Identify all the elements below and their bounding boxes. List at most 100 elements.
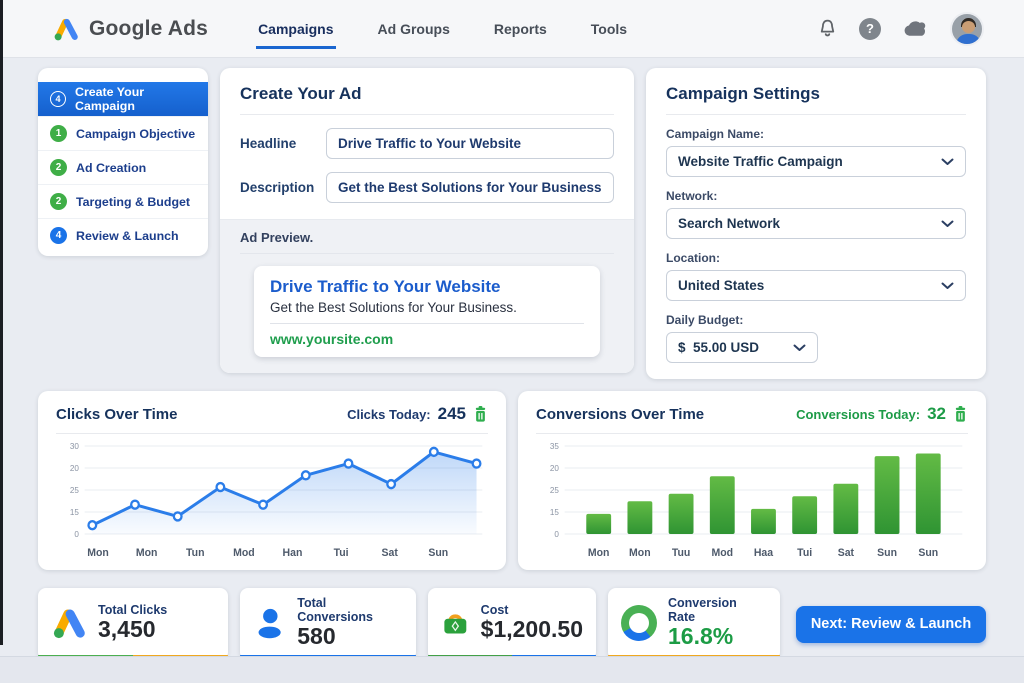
chevron-down-icon [941,158,954,165]
svg-text:20: 20 [550,463,559,473]
network-select[interactable]: Search Network [666,208,966,239]
conversions-today-value: 32 [927,404,946,423]
conversions-over-time-card: Conversions Over Time Conversions Today:… [518,391,986,570]
campaign-name-label: Campaign Name: [666,127,765,141]
trash-icon[interactable] [953,406,968,422]
svg-text:Sun: Sun [428,547,448,559]
notification-bell-icon[interactable] [817,18,838,39]
preview-description: Get the Best Solutions for Your Business… [270,300,584,324]
google-ads-logo: Google Ads [52,16,208,42]
svg-text:Mod: Mod [233,547,255,559]
create-your-ad-panel: Create Your Ad Headline Description Ad P… [220,68,634,373]
clicks-today-label: Clicks Today: [347,406,431,422]
svg-text:35: 35 [550,441,559,451]
stat-value: 16.8% [668,622,734,649]
svg-text:Tuu: Tuu [672,547,690,559]
svg-text:Mon: Mon [87,547,109,559]
sidebar-item-ad-creation[interactable]: 2 Ad Creation [38,150,208,184]
conversion-rate-card: Conversion Rate 16.8% [608,588,780,660]
trash-icon[interactable] [473,406,488,422]
cloud-icon[interactable] [902,19,929,38]
google-ads-logo-icon [53,609,85,638]
network-label: Network: [666,189,718,203]
nav-reports[interactable]: Reports [493,20,547,37]
chevron-down-icon [941,220,954,227]
sidebar-item-label: Ad Creation [76,160,147,175]
conversions-today-label: Conversions Today: [796,406,921,422]
location-select[interactable]: United States [666,270,966,301]
avatar-shirt [956,33,981,44]
svg-text:Han: Han [283,547,303,559]
network-value: Search Network [678,216,781,231]
svg-text:Sun: Sun [918,547,938,559]
sidebar-item-label: Campaign Objective [76,126,196,141]
sidebar-item-label: Create Your Campaign [75,85,145,113]
sidebar-item-create-your-campaign[interactable]: 4 Create Your Campaign [38,82,208,116]
clicks-today-value: 245 [437,404,466,423]
svg-text:15: 15 [70,507,79,517]
sidebar-item-targeting-budget[interactable]: 2 Targeting & Budget [38,184,208,218]
sidebar-item-review-launch[interactable]: 4 Review & Launch [38,218,208,252]
chevron-down-icon [793,344,806,351]
daily-budget-select[interactable]: $ 55.00 USD [666,332,818,363]
campaign-name-value: Website Traffic Campaign [678,154,843,169]
stat-label: Cost [480,602,509,617]
nav-tools[interactable]: Tools [590,20,628,37]
svg-text:Mod: Mod [711,547,733,559]
sidebar-item-label: Review & Launch [76,228,179,243]
main-nav: Campaigns Ad Groups Reports Tools [256,13,629,49]
stat-label: Total Clicks [98,602,168,617]
footer-strip [0,656,1024,683]
step-4b-badge-icon: 4 [50,227,67,244]
stat-value: $1,200.50 [480,615,583,642]
svg-text:Sun: Sun [877,547,897,559]
svg-text:Sat: Sat [838,547,855,559]
svg-text:0: 0 [74,529,79,539]
campaign-settings-panel: Campaign Settings Campaign Name: Website… [646,68,986,379]
svg-text:Mon: Mon [136,547,158,559]
ad-preview-label: Ad Preview. [240,230,614,254]
step-4-badge-icon: 4 [50,91,66,107]
help-icon[interactable]: ? [859,17,881,40]
avatar-face [962,20,975,33]
preview-url[interactable]: www.yoursite.com [270,331,394,347]
total-clicks-card: Total Clicks 3,450 [38,588,228,660]
nav-campaigns[interactable]: Campaigns [256,13,336,49]
donut-icon [621,604,657,641]
campaign-steps-sidebar: 4 Create Your Campaign 1 Campaign Object… [38,68,208,256]
step-1-badge-icon: 1 [50,125,67,142]
help-glyph: ? [866,21,874,36]
next-review-launch-button[interactable]: Next: Review & Launch [796,605,986,643]
preview-headline: Drive Traffic to Your Website [270,277,501,296]
clicks-over-time-card: Clicks Over Time Clicks Today: 245 [38,391,506,570]
description-input[interactable] [326,172,614,203]
campaign-settings-title: Campaign Settings [666,84,966,115]
top-navigation-bar: Google Ads Campaigns Ad Groups Reports T… [0,0,1024,58]
svg-text:Tui: Tui [797,547,812,559]
svg-text:20: 20 [70,463,79,473]
daily-budget-label: Daily Budget: [666,313,744,327]
headline-input[interactable] [326,128,614,159]
clicks-chart-title: Clicks Over Time [56,405,178,423]
svg-text:Mon: Mon [588,547,610,559]
sidebar-item-campaign-objective[interactable]: 1 Campaign Objective [38,116,208,150]
sidebar-item-label: Targeting & Budget [76,194,191,209]
location-value: United States [678,278,765,293]
svg-text:25: 25 [70,485,79,495]
svg-text:Tun: Tun [186,547,204,559]
stat-label: Total Conversions [297,595,373,624]
svg-text:Sat: Sat [382,547,399,559]
money-bag-icon [444,613,467,634]
conversions-chart-title: Conversions Over Time [536,405,705,423]
svg-text:15: 15 [550,507,559,517]
cost-card: Cost $1,200.50 [428,588,596,660]
svg-text:25: 25 [550,485,559,495]
user-avatar[interactable] [950,11,984,46]
svg-text:Tui: Tui [334,547,349,559]
step-3-badge-icon: 2 [50,193,67,210]
nav-ad-groups[interactable]: Ad Groups [377,20,450,37]
campaign-name-select[interactable]: Website Traffic Campaign [666,146,966,177]
stat-value: 580 [297,622,336,649]
location-label: Location: [666,251,720,265]
headline-label: Headline [240,136,297,151]
